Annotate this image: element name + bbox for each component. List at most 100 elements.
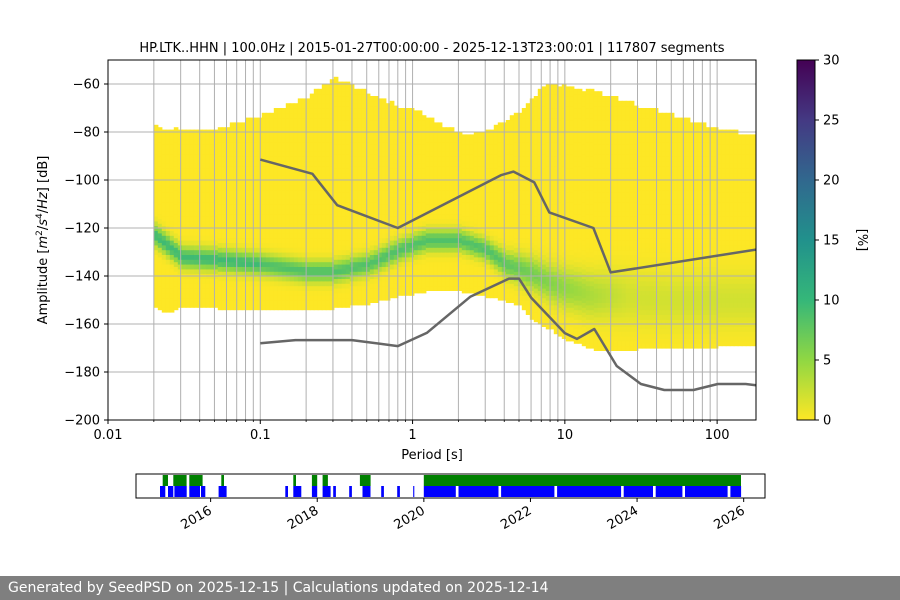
heatmap-cell [561, 319, 567, 325]
heatmap-cell [441, 194, 447, 200]
heatmap-cell [205, 182, 211, 188]
heatmap-cell [317, 117, 323, 123]
heatmap-cell [325, 208, 331, 215]
heatmap-cell [517, 117, 523, 123]
heatmap-cell [485, 264, 491, 270]
heatmap-cell [585, 117, 591, 123]
heatmap-cell [541, 216, 547, 222]
heatmap-cell [425, 122, 431, 128]
heatmap-cell [425, 189, 431, 195]
heatmap-cell [241, 266, 247, 272]
heatmap-cell [157, 136, 163, 143]
heatmap-cell [357, 208, 363, 215]
heatmap-cell [457, 276, 463, 282]
heatmap-cell [213, 283, 219, 289]
heatmap-cell [177, 158, 183, 164]
heatmap-cell [449, 261, 455, 267]
heatmap-cell [321, 266, 327, 272]
heatmap-cell [393, 105, 399, 111]
heatmap-cell [209, 172, 215, 179]
heatmap-cell [309, 165, 315, 171]
heatmap-cell [301, 180, 307, 186]
heatmap-cell [533, 316, 539, 323]
heatmap-cell [189, 206, 195, 212]
heatmap-cell [225, 146, 231, 152]
heatmap-cell [185, 187, 191, 193]
heatmap-cell [549, 295, 555, 301]
heatmap-cell [477, 276, 483, 282]
heatmap-cell [177, 292, 183, 299]
heatmap-cell [509, 288, 515, 294]
heatmap-cell [429, 170, 435, 176]
heatmap-cell [613, 139, 619, 145]
heatmap-cell [241, 146, 247, 152]
heatmap-cell [209, 259, 215, 265]
heatmap-cell [605, 201, 611, 207]
heatmap-cell [625, 288, 631, 294]
heatmap-cell [401, 189, 407, 195]
heatmap-cell [289, 141, 295, 147]
heatmap-cell [429, 266, 435, 272]
heatmap-cell [425, 280, 431, 287]
heatmap-cell [185, 292, 191, 299]
heatmap-cell [433, 261, 439, 267]
heatmap-cell [393, 110, 399, 116]
heatmap-cell [401, 252, 407, 258]
heatmap-cell [529, 189, 535, 195]
heatmap-cell [549, 146, 555, 152]
heatmap-cell [537, 88, 543, 95]
heatmap-cell [597, 192, 603, 198]
heatmap-cell [449, 132, 455, 138]
heatmap-cell [589, 146, 595, 152]
heatmap-cell [161, 307, 167, 313]
heatmap-cell [357, 175, 363, 181]
heatmap-cell [221, 170, 227, 176]
heatmap-cell [309, 266, 315, 272]
heatmap-cell [469, 158, 475, 164]
heatmap-cell [277, 204, 283, 210]
heatmap-cell [593, 316, 599, 323]
heatmap-cell [185, 264, 191, 270]
heatmap-cell [469, 220, 475, 227]
heatmap-cell [541, 235, 547, 241]
heatmap-cell [385, 213, 391, 219]
heatmap-cell [549, 204, 555, 210]
heatmap-cell [565, 312, 571, 318]
heatmap-cell [413, 168, 419, 174]
heatmap-cell [381, 160, 387, 167]
heatmap-cell [173, 290, 179, 296]
heatmap-cell [321, 117, 327, 123]
heatmap-cell [461, 187, 467, 193]
heatmap-cell [385, 247, 391, 253]
heatmap-cell [189, 235, 195, 241]
heatmap-cell [533, 211, 539, 217]
heatmap-cell [173, 280, 179, 287]
heatmap-cell [461, 134, 467, 140]
heatmap-cell [413, 278, 419, 284]
heatmap-cell [269, 156, 275, 162]
heatmap-cell [213, 168, 219, 174]
heatmap-cell [541, 134, 547, 140]
heatmap-cell [193, 206, 199, 212]
heatmap-cell [269, 295, 275, 301]
heatmap-cell [541, 268, 547, 275]
heatmap-cell [185, 153, 191, 159]
heatmap-cell [377, 290, 383, 296]
heatmap-cell [165, 307, 171, 313]
heatmap-cell [301, 280, 307, 287]
heatmap-cell [449, 141, 455, 147]
heatmap-cell [273, 261, 279, 267]
heatmap-cell [581, 124, 587, 131]
heatmap-cell [225, 223, 231, 229]
heatmap-cell [193, 163, 199, 169]
heatmap-cell [381, 141, 387, 147]
heatmap-cell [597, 288, 603, 294]
heatmap-cell [553, 304, 559, 311]
heatmap-cell [273, 132, 279, 138]
heatmap-cell [285, 271, 291, 277]
heatmap-cell [153, 240, 159, 246]
heatmap-cell [557, 144, 563, 150]
heatmap-cell [549, 156, 555, 162]
heatmap-cell [453, 232, 459, 239]
heatmap-cell [385, 170, 391, 176]
